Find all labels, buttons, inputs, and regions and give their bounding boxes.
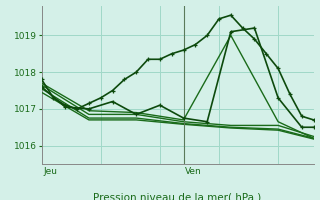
Text: Pression niveau de la mer( hPa ): Pression niveau de la mer( hPa )	[93, 192, 262, 200]
Text: Ven: Ven	[185, 167, 202, 176]
Text: Jeu: Jeu	[44, 167, 57, 176]
